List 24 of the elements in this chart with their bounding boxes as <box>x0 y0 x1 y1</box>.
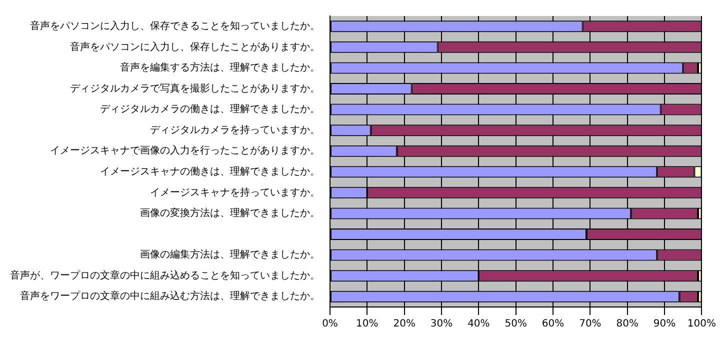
y-tick-label: ディジタルカメラを持っていますか。 <box>150 124 320 136</box>
x-tick-label: 40% <box>468 318 490 330</box>
x-tick-label: 70% <box>579 318 602 330</box>
y-tick-label: イメージスキャナで画像の入力を行ったことがありますか。 <box>50 144 320 157</box>
y-tick-label: 音声をパソコンに入力し、保存したことがありますか。 <box>70 40 320 53</box>
x-tick-label: 20% <box>393 318 416 330</box>
x-tick-label: 10% <box>356 318 378 330</box>
y-tick-label: イメージスキャナの働きは、理解できましたか。 <box>100 165 320 178</box>
y-tick-label: 画像の変換方法は、理解できましたか。 <box>140 207 320 220</box>
x-tick-label: 100% <box>687 318 716 330</box>
y-tick-label: 画像の編集方法は、理解できましたか。 <box>140 248 320 261</box>
y-tick-label: 音声をワープロの文章の中に組み込む方法は、理解できましたか。 <box>20 290 320 302</box>
x-tick-label: 80% <box>616 318 638 330</box>
y-tick-label: 音声を編集する方法は、理解できましたか。 <box>120 62 320 74</box>
y-tick-label: 音声をパソコンに入力し、保存できることを知っていましたか。 <box>30 20 320 32</box>
y-tick-label: イメージスキャナを持っていますか。 <box>150 186 320 198</box>
y-tick-label: ディジタルカメラの働きは、理解できましたか。 <box>100 103 320 116</box>
x-tick-label: 90% <box>653 318 676 330</box>
y-tick-label: 音声が、ワープロの文章の中に組み込めることを知っていましたか。 <box>10 269 320 282</box>
x-tick-label: 30% <box>430 318 453 330</box>
x-tick-label: 0% <box>322 318 338 330</box>
x-tick-label: 60% <box>542 318 564 330</box>
y-tick-label: ディジタルカメラで写真を撮影したことがありますか。 <box>70 82 320 94</box>
x-tick-label: 50% <box>504 318 527 330</box>
